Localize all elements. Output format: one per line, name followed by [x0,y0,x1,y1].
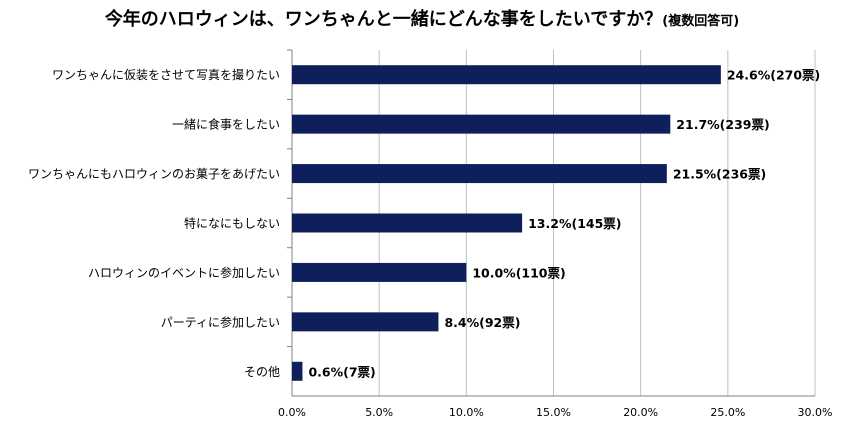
bar [292,262,467,282]
data-label: 24.6%(270票) [727,68,820,83]
x-tick-label: 10.0% [449,406,484,419]
bar [292,312,439,332]
x-tick-label: 5.0% [365,406,393,419]
chart-title-main: 今年のハロウィンは、ワンちゃんと一緒にどんな事をしたいですか？ [104,9,663,30]
category-label: その他 [244,365,280,379]
category-label: 一緒に食事をしたい [172,117,280,132]
category-label: ワンちゃんに仮装をさせて写真を撮りたい [52,68,280,82]
bar [292,164,667,184]
chart-title: 今年のハロウィンは、ワンちゃんと一緒にどんな事をしたいですか？(複数回答可) [0,0,844,44]
bar [292,213,523,233]
data-label: 10.0%(110票) [472,265,565,280]
data-label: 21.5%(236票) [673,167,766,182]
category-label: ハロウィンのイベントに参加したい [88,265,280,280]
data-label: 21.7%(239票) [676,117,769,132]
x-tick-label: 15.0% [536,406,571,419]
bar [292,361,303,381]
bar [292,114,671,134]
data-label: 13.2%(145票) [528,216,621,231]
x-tick-label: 25.0% [710,406,745,419]
data-label: 0.6%(7票) [308,364,375,379]
data-label: 8.4%(92票) [444,315,520,330]
x-tick-label: 0.0% [278,406,306,419]
category-label: ワンちゃんにもハロウィンのお菓子をあげたい [28,167,280,181]
x-tick-label: 20.0% [623,406,658,419]
category-label: パーティに参加したい [161,314,280,329]
x-tick-label: 30.0% [798,406,833,419]
bar [292,65,721,85]
chart-title-sub: (複数回答可) [662,14,740,29]
category-label: 特になにもしない [184,216,280,231]
